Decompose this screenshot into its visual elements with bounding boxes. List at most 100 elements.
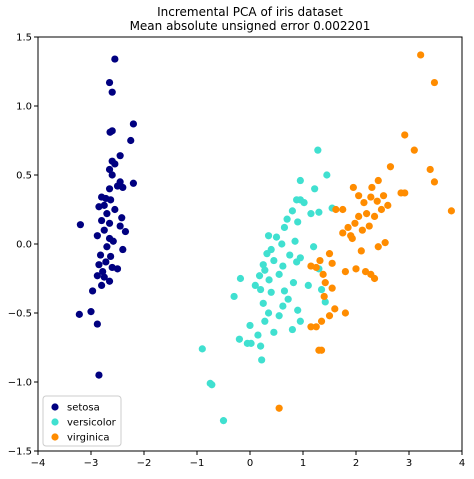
data-point bbox=[397, 189, 405, 197]
data-point bbox=[280, 287, 289, 295]
x-tick-label: 0 bbox=[247, 458, 253, 469]
chart-title: Incremental PCA of iris dataset bbox=[157, 5, 343, 19]
data-point bbox=[294, 306, 302, 314]
data-point bbox=[332, 205, 340, 214]
data-point bbox=[88, 287, 97, 295]
data-point bbox=[311, 185, 319, 193]
data-point bbox=[321, 279, 329, 287]
data-point bbox=[76, 221, 84, 229]
data-point bbox=[280, 223, 289, 232]
data-point bbox=[377, 205, 386, 214]
data-point bbox=[275, 312, 283, 320]
y-tick-label: −1.0 bbox=[8, 378, 32, 389]
data-point bbox=[259, 299, 267, 307]
data-point bbox=[379, 192, 388, 200]
data-point bbox=[96, 251, 105, 259]
data-point bbox=[384, 201, 392, 209]
data-point bbox=[319, 270, 327, 278]
data-point bbox=[370, 274, 379, 283]
data-point bbox=[307, 323, 315, 331]
legend-marker bbox=[51, 403, 59, 411]
data-point bbox=[296, 317, 304, 325]
data-point bbox=[127, 136, 135, 145]
data-point bbox=[109, 237, 117, 245]
data-point bbox=[113, 265, 122, 273]
data-point bbox=[105, 185, 114, 193]
data-point bbox=[294, 218, 302, 226]
data-point bbox=[246, 321, 254, 330]
x-tick-label: 2 bbox=[353, 458, 359, 469]
y-tick-label: 0.5 bbox=[16, 171, 32, 182]
data-point bbox=[293, 258, 301, 266]
data-point bbox=[105, 78, 114, 87]
data-point bbox=[98, 281, 106, 289]
data-point bbox=[111, 55, 119, 63]
data-point bbox=[254, 331, 262, 339]
data-points bbox=[75, 51, 455, 425]
data-point bbox=[93, 232, 101, 240]
data-point bbox=[363, 210, 371, 218]
y-tick-label: −0.5 bbox=[8, 309, 32, 320]
data-point bbox=[315, 208, 323, 216]
data-point bbox=[355, 192, 363, 200]
data-point bbox=[368, 183, 376, 192]
data-point bbox=[267, 288, 275, 296]
series-setosa bbox=[75, 55, 137, 379]
x-tick-label: 1 bbox=[300, 458, 306, 469]
y-tick-label: 0.0 bbox=[16, 240, 32, 251]
data-point bbox=[430, 78, 439, 87]
data-point bbox=[447, 207, 455, 215]
data-point bbox=[93, 272, 101, 280]
data-point bbox=[348, 234, 356, 243]
data-point bbox=[279, 302, 287, 310]
x-tick-label: 3 bbox=[406, 458, 412, 469]
legend-label: setosa bbox=[67, 403, 100, 414]
data-point bbox=[357, 247, 365, 255]
data-point bbox=[278, 240, 286, 248]
data-point bbox=[283, 215, 291, 223]
x-tick-label: −2 bbox=[137, 458, 152, 469]
data-point bbox=[257, 342, 265, 350]
data-point bbox=[361, 268, 370, 276]
data-point bbox=[258, 356, 266, 364]
data-point bbox=[259, 261, 267, 269]
data-point bbox=[98, 216, 106, 225]
data-point bbox=[107, 252, 115, 261]
data-point bbox=[99, 268, 107, 276]
data-point bbox=[325, 312, 334, 320]
data-point bbox=[107, 196, 115, 204]
data-point bbox=[341, 268, 349, 276]
data-point bbox=[236, 274, 245, 283]
x-tick-label: −3 bbox=[84, 458, 99, 469]
data-point bbox=[275, 404, 283, 412]
data-point bbox=[339, 229, 347, 237]
data-point bbox=[381, 239, 389, 247]
data-point bbox=[270, 256, 278, 265]
data-point bbox=[119, 183, 127, 192]
data-point bbox=[261, 317, 269, 325]
data-point bbox=[95, 203, 103, 211]
data-point bbox=[95, 371, 103, 379]
data-point bbox=[235, 335, 243, 343]
data-point bbox=[370, 212, 379, 220]
data-point bbox=[328, 284, 336, 292]
data-point bbox=[325, 250, 334, 258]
y-tick-label: 1.5 bbox=[16, 33, 32, 44]
data-point bbox=[316, 256, 324, 265]
data-point bbox=[426, 165, 434, 174]
data-point bbox=[119, 245, 127, 254]
y-tick-label: −1.5 bbox=[8, 447, 32, 458]
data-point bbox=[261, 266, 269, 274]
x-tick-label: 4 bbox=[459, 458, 465, 469]
data-point bbox=[410, 146, 418, 154]
data-point bbox=[263, 250, 271, 258]
x-tick-label: −4 bbox=[31, 458, 46, 469]
data-point bbox=[105, 165, 114, 174]
axis-ticks: −4 −3 −2 −1 0 1 2 3 4 −1.5 −1.0 −0.5 0.0 0.5 1.0 1.5 bbox=[8, 33, 465, 470]
series-virginica bbox=[275, 51, 455, 412]
legend-marker bbox=[51, 433, 59, 441]
legend-marker bbox=[51, 418, 59, 426]
data-point bbox=[417, 51, 425, 59]
